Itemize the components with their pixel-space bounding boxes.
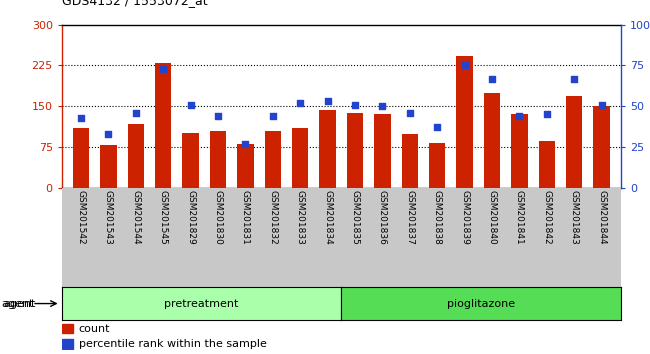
Bar	[292, 128, 308, 188]
Bar	[566, 96, 582, 188]
Text: GSM201841: GSM201841	[515, 190, 524, 244]
Point	[213, 113, 223, 119]
Point	[76, 115, 86, 120]
Point	[158, 66, 168, 72]
Text: GSM201838: GSM201838	[433, 190, 441, 245]
Text: GSM201831: GSM201831	[241, 190, 250, 245]
Point	[131, 110, 141, 115]
Text: count: count	[79, 324, 110, 333]
Text: GSM201836: GSM201836	[378, 190, 387, 245]
Point	[322, 98, 333, 104]
Point	[268, 113, 278, 119]
Text: GSM201833: GSM201833	[296, 190, 305, 245]
Bar	[62, 324, 73, 333]
Point	[432, 125, 443, 130]
Point	[350, 102, 360, 107]
Text: GSM201835: GSM201835	[350, 190, 359, 245]
Text: GDS4132 / 1553072_at: GDS4132 / 1553072_at	[62, 0, 207, 7]
Bar	[73, 128, 89, 188]
Text: GSM201545: GSM201545	[159, 190, 168, 244]
Point	[569, 76, 579, 81]
Bar	[374, 114, 391, 188]
Point	[487, 76, 497, 81]
Point	[240, 141, 250, 147]
Bar	[539, 142, 555, 188]
Bar	[100, 145, 116, 188]
Text: pioglitazone: pioglitazone	[447, 298, 515, 309]
Point	[596, 102, 606, 107]
Bar	[182, 133, 199, 188]
Point	[404, 110, 415, 115]
Bar	[402, 135, 418, 188]
Text: GSM201840: GSM201840	[488, 190, 497, 244]
Bar	[265, 131, 281, 188]
Bar	[237, 144, 254, 188]
Text: percentile rank within the sample: percentile rank within the sample	[79, 339, 266, 349]
Point	[103, 131, 114, 137]
Text: GSM201544: GSM201544	[131, 190, 140, 244]
Text: GSM201829: GSM201829	[186, 190, 195, 244]
Bar	[155, 63, 172, 188]
Point	[295, 100, 306, 106]
Text: GSM201832: GSM201832	[268, 190, 278, 244]
Point	[541, 112, 552, 117]
Text: GSM201543: GSM201543	[104, 190, 113, 244]
Bar	[62, 339, 73, 349]
Bar	[456, 56, 473, 188]
Text: GSM201839: GSM201839	[460, 190, 469, 245]
Point	[377, 103, 387, 109]
Text: agent: agent	[1, 298, 34, 309]
Point	[185, 102, 196, 107]
Bar	[319, 110, 336, 188]
Bar	[429, 143, 445, 188]
Text: GSM201844: GSM201844	[597, 190, 606, 244]
Bar	[127, 124, 144, 188]
Bar	[511, 114, 528, 188]
Point	[514, 113, 525, 119]
Text: GSM201542: GSM201542	[77, 190, 85, 244]
Text: GSM201843: GSM201843	[569, 190, 578, 244]
Text: agent: agent	[3, 298, 36, 309]
Text: GSM201837: GSM201837	[405, 190, 414, 245]
Bar	[484, 93, 501, 188]
Text: GSM201830: GSM201830	[213, 190, 222, 245]
Text: GSM201834: GSM201834	[323, 190, 332, 244]
Text: pretreatment: pretreatment	[164, 298, 239, 309]
Bar	[593, 106, 610, 188]
Point	[460, 63, 470, 68]
Bar	[346, 113, 363, 188]
Bar	[210, 131, 226, 188]
Text: GSM201842: GSM201842	[542, 190, 551, 244]
